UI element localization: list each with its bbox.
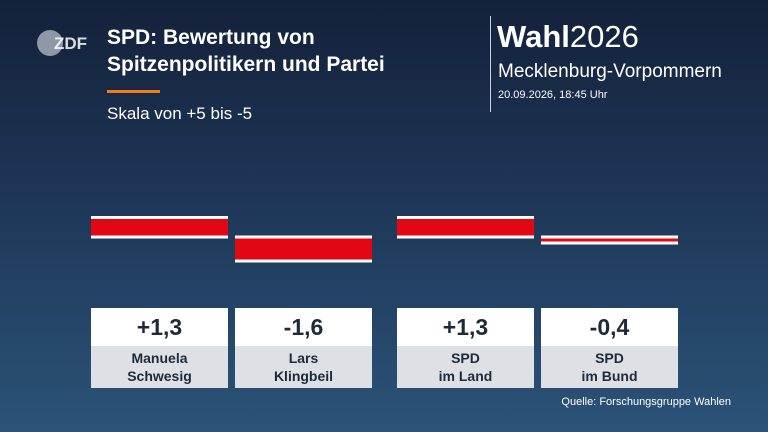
value-label-2: -1,6 [235, 308, 372, 346]
category-label-4: SPD im Bund [541, 346, 678, 388]
value-card-4: -0,4 SPD im Bund [541, 308, 678, 388]
zdf-logo: ZDF [37, 30, 87, 56]
brand-year: 2026 [569, 19, 639, 54]
chart-subtitle: Skala von +5 bis -5 [107, 104, 253, 123]
chart-title: SPD: Bewertung von Spitzenpolitikern und… [107, 24, 467, 78]
category-label-line-1: Manuela [131, 350, 188, 366]
bars-group [91, 216, 678, 263]
bar-baseline-2 [235, 235, 372, 239]
bar-baseline-1 [91, 235, 228, 239]
bar-baseline-3 [397, 235, 534, 239]
category-label-line-2: im Bund [581, 368, 638, 384]
value-label-4: -0,4 [541, 308, 678, 346]
bar-2 [235, 237, 372, 261]
timestamp: 20.09.2026, 18:45 Uhr [498, 89, 608, 101]
category-label-line-2: im Land [438, 368, 493, 384]
bar-edge-1 [91, 216, 228, 219]
region-name: Mecklenburg-Vorpommern [498, 61, 722, 82]
bar-edge-2 [235, 259, 372, 263]
category-label-line-1: SPD [451, 350, 480, 366]
value-card-1: +1,3 Manuela Schwesig [91, 308, 228, 388]
value-card-3: +1,3 SPD im Land [397, 308, 534, 388]
brand-word: Wahl [497, 19, 570, 54]
category-label-line-2: Klingbeil [273, 368, 334, 384]
bar-4 [541, 237, 678, 243]
category-label-2: Lars Klingbeil [235, 346, 372, 388]
category-label-line-2: Schwesig [127, 368, 192, 384]
chart-title-line-2: Spitzenpolitikern und Partei [107, 53, 385, 76]
chart-title-line-1: SPD: Bewertung von [107, 26, 315, 49]
category-label-3: SPD im Land [397, 346, 534, 388]
accent-bar [107, 90, 160, 93]
category-label-line-1: SPD [595, 350, 624, 366]
header-divider [490, 16, 491, 112]
bar-1 [91, 217, 228, 237]
svg-text:ZDF: ZDF [54, 34, 87, 53]
category-label-1: Manuela Schwesig [91, 346, 228, 388]
value-card-2: -1,6 Lars Klingbeil [235, 308, 372, 388]
bar-baseline-4 [541, 235, 678, 239]
bar-3 [397, 217, 534, 237]
source-note: Quelle: Forschungsgruppe Wahlen [561, 396, 731, 408]
category-label-line-1: Lars [288, 350, 319, 366]
value-label-1: +1,3 [91, 308, 228, 346]
bar-edge-3 [397, 216, 534, 219]
value-label-3: +1,3 [397, 308, 534, 346]
bar-edge-4 [541, 241, 678, 245]
election-brand: Wahl2026 [497, 18, 639, 56]
